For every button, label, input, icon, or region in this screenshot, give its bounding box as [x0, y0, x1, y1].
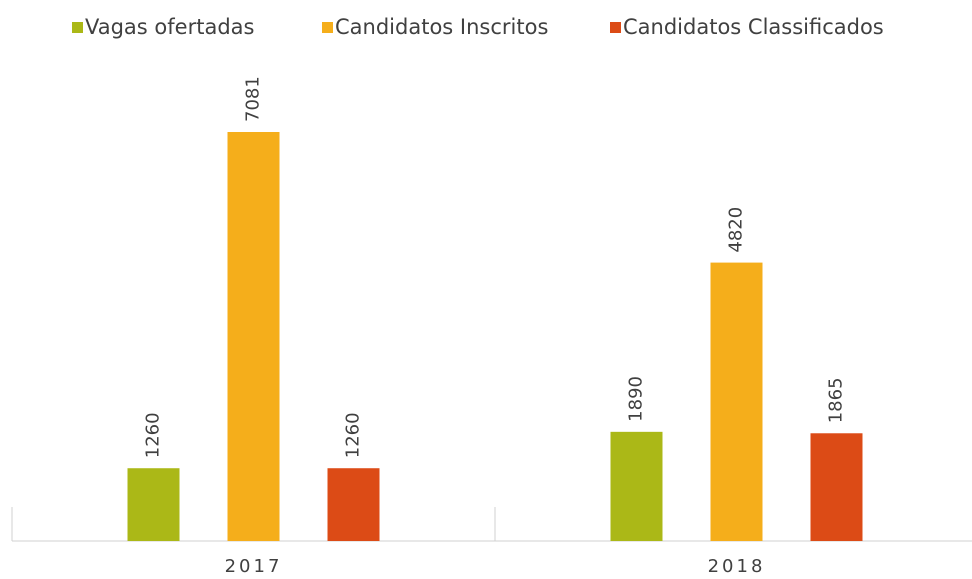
bar [710, 262, 763, 541]
legend-label: Candidatos Inscritos [335, 15, 548, 39]
value-label: 1260 [343, 412, 364, 458]
bar [327, 468, 380, 541]
legend-swatch [610, 22, 621, 33]
legend-swatch [72, 22, 83, 33]
value-label: 4820 [726, 207, 747, 253]
value-label: 1260 [143, 412, 164, 458]
value-label: 7081 [243, 76, 264, 122]
x-tick-label: 2018 [708, 556, 766, 577]
legend-label: Candidatos Classificados [623, 15, 884, 39]
bar [227, 132, 280, 541]
bar [127, 468, 180, 541]
x-tick-label: 2017 [225, 556, 283, 577]
value-label: 1865 [826, 377, 847, 423]
bar [610, 431, 663, 541]
value-label: 1890 [626, 376, 647, 422]
bar [810, 433, 863, 541]
legend-swatch [322, 22, 333, 33]
legend-label: Vagas ofertadas [85, 15, 254, 39]
